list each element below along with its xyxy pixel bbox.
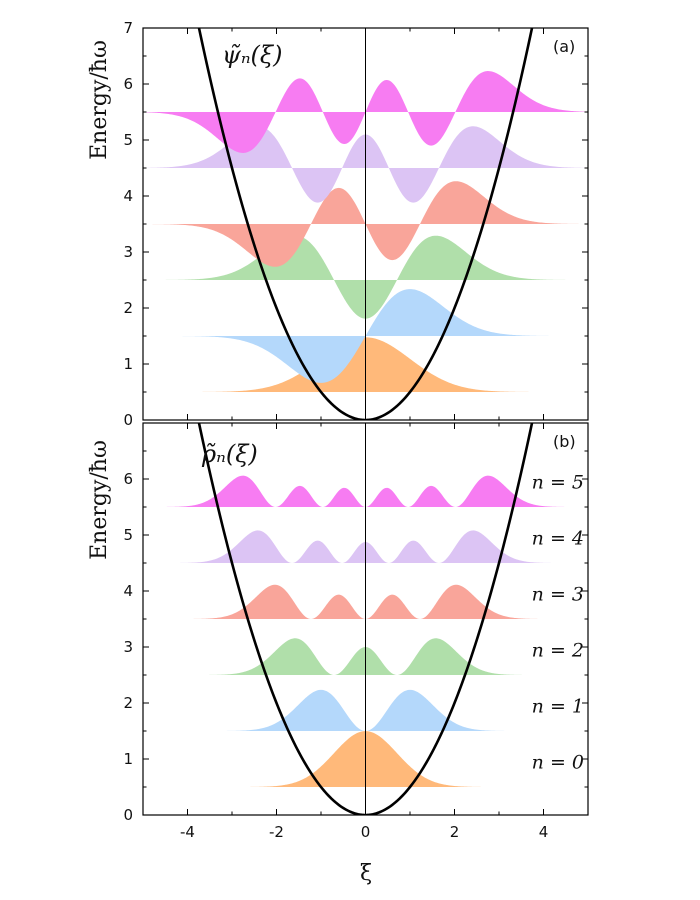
y-tick-label: 5 xyxy=(123,131,133,149)
y-tick-label: 3 xyxy=(123,243,133,261)
level-label-n0: n = 0 xyxy=(532,752,584,774)
x-tick-label: -2 xyxy=(269,823,284,841)
panel-b-ylabel: Energy/ħω xyxy=(87,440,112,560)
y-tick-label: 7 xyxy=(123,19,133,37)
y-tick-label: 0 xyxy=(123,806,133,824)
panel-a-ticks: 0 1 2 3 4 5 6 7 xyxy=(123,19,589,429)
x-tick-label: 2 xyxy=(450,823,460,841)
y-tick-label: 2 xyxy=(123,694,133,712)
panel-a-tag: (a) xyxy=(553,37,575,56)
y-tick-label: 6 xyxy=(123,470,133,488)
level-label-n4: n = 4 xyxy=(532,528,584,550)
panel-b-densities: 0 1 2 3 4 5 6 -4 -2 0 2 4 n = 0 n = 1 n = 2 n = 3 n = 4… xyxy=(87,422,589,886)
panel-b-xlabel: ξ xyxy=(360,861,372,886)
panel-b-tag: (b) xyxy=(553,432,576,451)
x-tick-label: 0 xyxy=(361,823,371,841)
panel-b-title: ρ̃ₙ(ξ) xyxy=(201,440,258,468)
level-label-n3: n = 3 xyxy=(532,584,584,606)
state-n5-fill xyxy=(143,475,588,507)
level-label-n1: n = 1 xyxy=(532,696,584,718)
y-tick-label: 1 xyxy=(123,355,133,373)
y-tick-label: 4 xyxy=(123,187,133,205)
x-tick-label: -4 xyxy=(180,823,195,841)
panel-b-potential xyxy=(197,423,534,815)
y-tick-label: 6 xyxy=(123,75,133,93)
y-tick-label: 5 xyxy=(123,526,133,544)
level-label-n2: n = 2 xyxy=(532,640,584,662)
panel-a-title: ψ̃ₙ(ξ) xyxy=(222,41,283,69)
x-tick-label: 4 xyxy=(539,823,549,841)
panel-b-ticks: 0 1 2 3 4 5 6 -4 -2 0 2 4 xyxy=(123,422,589,841)
state-n3-fill xyxy=(143,584,588,619)
y-tick-label: 3 xyxy=(123,638,133,656)
panel-b-level-labels: n = 0 n = 1 n = 2 n = 3 n = 4 n = 5 xyxy=(532,472,584,774)
y-tick-label: 4 xyxy=(123,582,133,600)
panel-a-ylabel: Energy/ħω xyxy=(87,40,112,160)
y-tick-label: 2 xyxy=(123,299,133,317)
panel-a-potential xyxy=(197,28,534,420)
level-label-n5: n = 5 xyxy=(532,472,584,494)
potential-curve xyxy=(197,28,534,420)
y-tick-label: 0 xyxy=(123,411,133,429)
y-tick-label: 1 xyxy=(123,750,133,768)
panel-a-wavefunctions: 0 1 2 3 4 5 6 7 ψ̃ₙ(ξ) (a) Energy/ħω xyxy=(87,19,589,429)
potential-curve xyxy=(197,423,534,815)
